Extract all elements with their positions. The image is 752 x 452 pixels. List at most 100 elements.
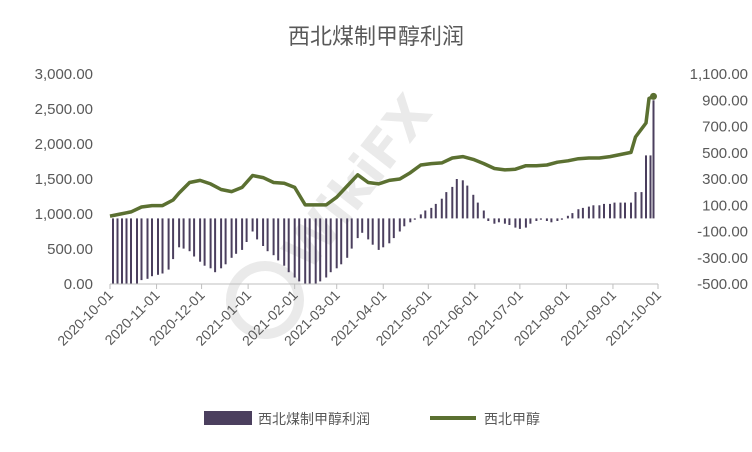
bar [535,218,538,221]
bar [329,218,332,273]
watermark-logo-icon [226,261,304,339]
bar [419,214,422,219]
bar [409,218,412,223]
bar [125,218,128,284]
bar [146,218,149,279]
bar [283,218,286,266]
bar [476,202,479,219]
bar [241,218,244,250]
bar [487,218,490,221]
bar [172,218,175,260]
left-axis: 3,000.00 2,500.00 2,000.00 1,500.00 1,000.00… [35,66,93,293]
bar [566,215,569,219]
bar [340,218,343,265]
bar [256,218,259,240]
bar [262,218,265,246]
bar [649,155,652,219]
bar [503,218,506,224]
bar [413,218,416,220]
right-tick-label: 100.00 [702,197,748,214]
bar [308,218,311,284]
bar [245,218,248,242]
left-tick-label: 2,000.00 [35,136,93,153]
line-series-group [109,92,657,218]
bar [577,209,580,219]
bar [356,218,359,239]
legend-label-line: 西北甲醇 [484,411,540,428]
bar [434,203,437,219]
bar [529,218,532,224]
bar [151,218,153,277]
left-tick-label: 2,500.00 [35,101,93,118]
bar [314,218,317,284]
bar [367,218,370,240]
bar [121,218,123,284]
bar [371,218,374,245]
bar [230,218,233,258]
bar [277,218,280,261]
bar [609,203,611,219]
bar [199,218,202,262]
bar [455,179,458,219]
bar [178,218,181,248]
bar [545,218,548,221]
bar [266,218,269,252]
bar [598,205,601,219]
right-tick-label: 900.00 [702,92,748,109]
bar [461,180,464,219]
bar [640,192,643,219]
bar [482,210,485,219]
bar [136,218,138,284]
left-tick-label: 1,500.00 [35,171,93,188]
bar [251,218,254,232]
legend: 西北煤制甲醇利润 西北甲醇 [204,411,540,428]
bar [188,218,191,252]
bar [116,218,119,284]
bar [571,213,574,219]
bar [350,218,353,249]
bar [581,207,584,219]
bar [388,218,391,244]
bar [287,218,290,273]
bar [493,218,496,224]
bar [630,202,632,219]
bar [392,218,395,239]
left-tick-label: 1,000.00 [35,206,93,223]
line-end-point [650,92,657,100]
bar [424,210,427,219]
right-axis: 1,100.00 900.00 700.00 500.00 300.00 100.00 -1… [690,66,748,293]
bar [346,218,349,258]
bar [550,218,553,223]
bar [430,207,433,219]
bar [603,203,605,219]
bar [140,218,143,281]
right-tick-label: -500.00 [697,276,748,293]
legend-swatch-bar [204,411,252,425]
left-tick-label: 0.00 [64,276,93,293]
bar [182,218,185,249]
bar [298,218,301,282]
bar [161,218,164,274]
bar [514,218,517,228]
chart-title: 西北煤制甲醇利润 [288,25,464,50]
bar [224,218,227,265]
watermark-text: WikiFX [272,84,444,281]
bar [214,218,217,273]
bar [518,218,521,229]
bar [652,100,655,219]
right-tick-label: 700.00 [702,119,748,136]
bar [319,218,322,282]
bar [539,218,542,220]
left-tick-label: 500.00 [47,241,93,258]
bar [508,218,511,225]
bar [167,218,170,270]
bar [472,194,475,219]
bar [325,218,328,278]
bar [624,202,626,219]
bar [560,218,563,220]
bar [382,218,385,248]
bar [403,218,406,227]
right-tick-label: 500.00 [702,145,748,162]
bar [451,186,454,219]
